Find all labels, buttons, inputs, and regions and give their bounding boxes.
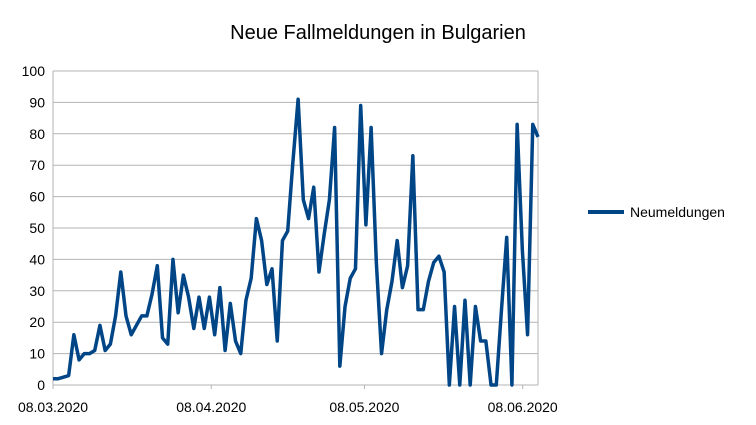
- legend-swatch: [588, 210, 624, 214]
- y-tick-label: 90: [29, 94, 45, 110]
- x-tick-label: 08.04.2020: [176, 399, 246, 415]
- y-tick-label: 80: [29, 126, 45, 142]
- x-tick-label: 08.03.2020: [18, 399, 88, 415]
- y-tick-label: 100: [22, 63, 46, 79]
- x-tick-labels: 08.03.2020 08.04.2020 08.05.2020 08.06.2020: [18, 399, 558, 415]
- y-tick-label: 10: [29, 346, 45, 362]
- y-tick-label: 60: [29, 189, 45, 205]
- axes: [52, 71, 539, 389]
- x-tick-label: 08.05.2020: [329, 399, 399, 415]
- y-tick-label: 50: [29, 220, 45, 236]
- y-tick-label: 40: [29, 251, 45, 267]
- series-layer: [52, 97, 540, 387]
- y-tick-label: 20: [29, 314, 45, 330]
- y-tick-label: 30: [29, 283, 45, 299]
- y-tick-labels: 0 10 20 30 40 50 60 70 80 90 100: [22, 63, 46, 393]
- y-tick-label: 0: [37, 377, 45, 393]
- legend: Neumeldungen: [588, 204, 725, 220]
- legend-label-neumeldungen: Neumeldungen: [630, 204, 725, 220]
- x-tick-label: 08.06.2020: [488, 399, 558, 415]
- series-line-0: [53, 97, 540, 387]
- y-tick-label: 70: [29, 157, 45, 173]
- chart-title: Neue Fallmeldungen in Bulgarien: [230, 22, 526, 44]
